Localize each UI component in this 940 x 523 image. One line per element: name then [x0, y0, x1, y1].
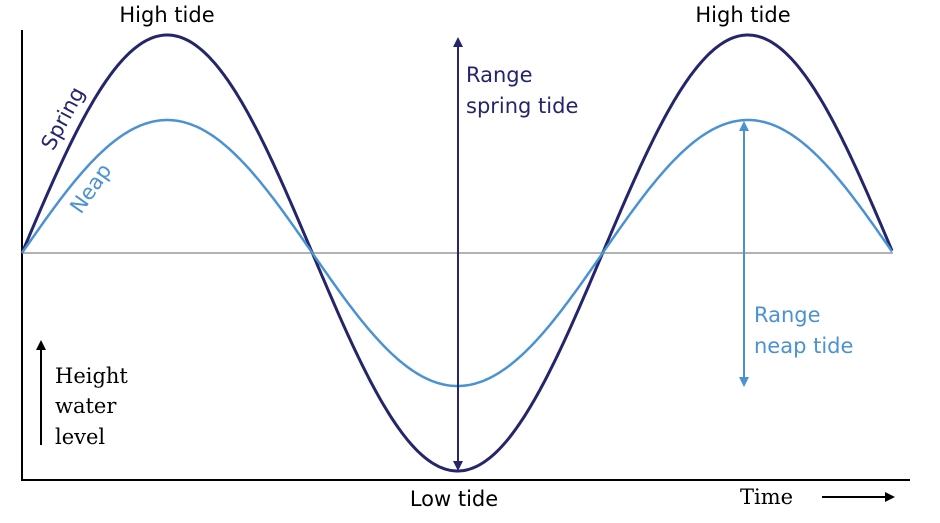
range-spring-line1: Range — [466, 63, 533, 87]
high-tide-right-label: High tide — [695, 3, 790, 27]
height-label-line3: level — [55, 425, 105, 449]
spring-tide-curve — [20, 33, 894, 473]
high-tide-left-label: High tide — [119, 3, 214, 27]
spring-label: Spring — [36, 83, 89, 154]
neap-label: Neap — [65, 159, 116, 218]
range-neap-line1: Range — [754, 303, 821, 327]
range-spring-line2: spring tide — [466, 94, 578, 118]
height-label-line2: water — [55, 394, 117, 418]
range-neap-line2: neap tide — [754, 334, 853, 358]
low-tide-label: Low tide — [410, 487, 498, 511]
time-label: Time — [740, 485, 793, 509]
height-label-line1: Height — [55, 364, 128, 388]
